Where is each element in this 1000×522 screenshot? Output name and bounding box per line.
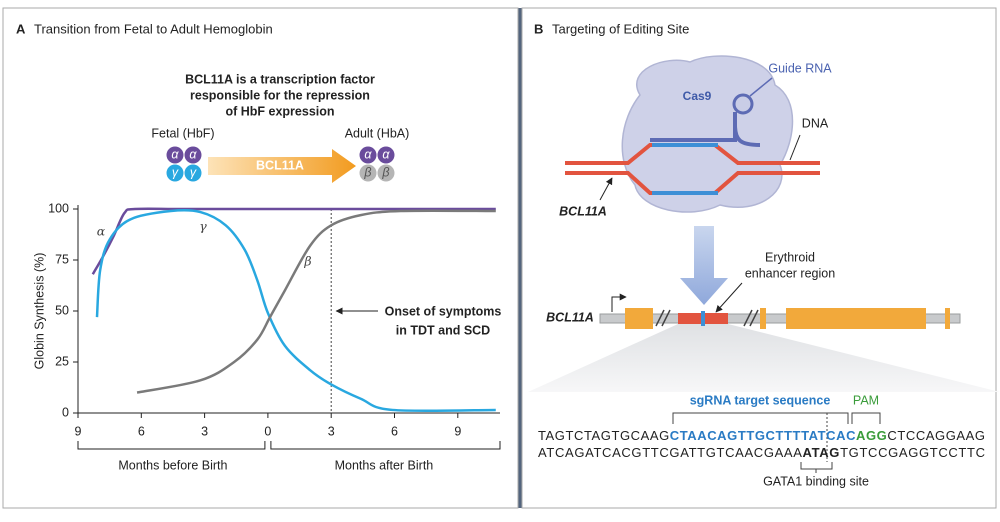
- series-label: β: [303, 254, 311, 269]
- chain: [359, 164, 377, 182]
- sequence-bottom: ATCAGATCACGTTCGATTGTCAACGAAAATAGTGTCCGAG…: [538, 445, 985, 460]
- period-bracket: [77, 441, 501, 450]
- chains: α α γ γ α α β β: [166, 146, 395, 182]
- enhancer-label: enhancer region: [745, 266, 835, 280]
- seq-target: CTAACAGTTGCTTTTATCAC: [670, 428, 856, 443]
- plot: 0 25 50 75 100 9 6 3 0 3 6 9 Months before Birth Mont…: [48, 201, 501, 472]
- gata1-label: GATA1 binding site: [763, 474, 869, 488]
- chart-title: Transition from Fetal to Adult Hemoglobi…: [34, 21, 273, 36]
- chain-label: γ: [172, 165, 179, 179]
- down-arrow: [680, 226, 728, 305]
- sequence-top: TAGTCTAGTGCAAGCTAACAGTTGCTTTTATCACAGGCTC…: [538, 428, 985, 443]
- period-label: Months before Birth: [118, 458, 227, 472]
- chain-label: β: [381, 165, 389, 179]
- seq-pam: AGG: [856, 428, 887, 443]
- chain-label: α: [364, 147, 372, 161]
- dna-label: DNA: [802, 116, 829, 130]
- cas9-label: Cas9: [683, 89, 712, 103]
- panel-b-frame: [521, 7, 997, 509]
- exon: [760, 308, 766, 329]
- seq: ATCAGATCACGTTCGATTGTCAACGAAA: [538, 445, 802, 460]
- panel-letter: B: [534, 21, 543, 36]
- panel-a-frame: [2, 7, 519, 509]
- promoter: [611, 293, 627, 312]
- chain: [184, 146, 202, 164]
- pointer: [749, 77, 773, 97]
- y-tick-label: 100: [48, 201, 69, 215]
- series-label: γ: [199, 219, 207, 234]
- locus-label: BCL11A: [559, 204, 607, 218]
- chain: [166, 164, 184, 182]
- break: [655, 309, 759, 327]
- x-tick-label: 6: [391, 424, 398, 438]
- statement: responsible for the repression: [190, 88, 370, 102]
- curve: [91, 207, 496, 275]
- seq: TAGTCTAGTGCAAG: [538, 428, 669, 443]
- y-axis-label: Globin Synthesis (%): [32, 253, 46, 370]
- pam-label: PAM: [853, 393, 879, 407]
- chain: [377, 146, 395, 164]
- adult-label: Adult (HbA): [345, 126, 410, 140]
- y-tick-label: 75: [55, 252, 69, 266]
- chain: [184, 164, 202, 182]
- chain: [359, 146, 377, 164]
- pointer: [789, 134, 801, 161]
- period-label: Months after Birth: [335, 458, 434, 472]
- curve: [136, 209, 496, 394]
- x-tick-label: 3: [328, 424, 335, 438]
- bracket: [800, 462, 833, 473]
- exon: [786, 308, 926, 329]
- x-tick-label: 3: [201, 424, 208, 438]
- edit-site: [701, 311, 705, 326]
- gene-track: [599, 313, 961, 324]
- sgrna-label: sgRNA target sequence: [690, 393, 831, 407]
- x-tick-label: 9: [75, 424, 82, 438]
- y-tick-label: 50: [55, 303, 69, 317]
- exon: [625, 308, 653, 329]
- chain-label: α: [189, 147, 197, 161]
- statement: of HbF expression: [225, 104, 334, 118]
- fetal-label: Fetal (HbF): [151, 126, 214, 140]
- enhancer-label: Erythroid: [765, 250, 815, 264]
- guide-rna: [650, 112, 761, 147]
- chain-label: α: [382, 147, 390, 161]
- exon: [945, 308, 950, 329]
- onset-label: Onset of symptoms: [385, 304, 502, 318]
- seq: CTCCAGGAAG: [887, 428, 985, 443]
- chain: [166, 146, 184, 164]
- series-label: α: [97, 224, 106, 239]
- seq-gata1: ATAG: [803, 445, 840, 460]
- y-tick-label: 25: [55, 354, 69, 368]
- x-tick-label: 6: [138, 424, 145, 438]
- arrow-label: BCL11A: [256, 158, 304, 172]
- chain-label: γ: [190, 165, 197, 179]
- x-tick-label: 0: [264, 424, 271, 438]
- y-tick-label: 0: [62, 405, 69, 419]
- chain: [377, 164, 395, 182]
- gene-label: BCL11A: [546, 310, 594, 324]
- onset-label: in TDT and SCD: [396, 323, 490, 337]
- curve: [95, 208, 496, 413]
- pointer: [599, 177, 613, 201]
- zoom-fan: [528, 324, 1000, 392]
- guide-loop: [732, 93, 754, 115]
- chain-label: α: [171, 147, 179, 161]
- x-tick-label: 9: [454, 424, 461, 438]
- bracket: [672, 412, 881, 424]
- switch-arrow: [208, 149, 356, 183]
- statement: BCL11A is a transcription factor: [185, 72, 375, 86]
- panel-letter: A: [16, 21, 26, 36]
- panel-title: Targeting of Editing Site: [552, 21, 689, 36]
- pointer: [715, 282, 743, 313]
- seq: TGTCCGAGGTCCTTC: [840, 445, 985, 460]
- guide-rna-label: Guide RNA: [768, 61, 832, 75]
- chain-label: β: [363, 165, 371, 179]
